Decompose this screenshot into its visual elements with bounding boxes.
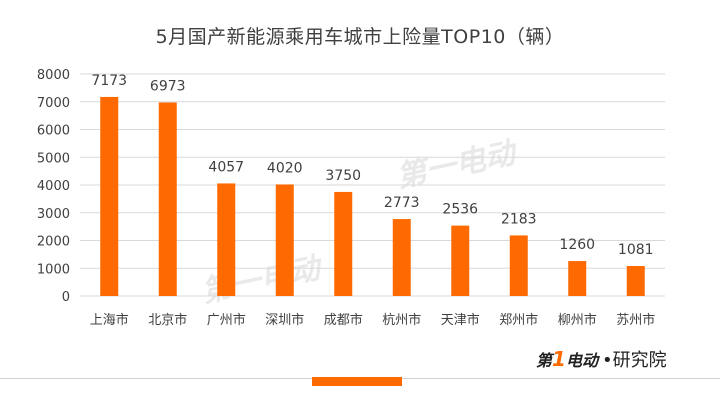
x-tick-label: 天津市 bbox=[441, 312, 480, 328]
data-label: 2183 bbox=[501, 211, 537, 227]
data-label: 4057 bbox=[208, 159, 244, 175]
data-label: 2773 bbox=[384, 195, 420, 211]
y-tick-label: 8000 bbox=[37, 68, 70, 83]
data-label: 6973 bbox=[150, 78, 186, 94]
x-tick-label: 上海市 bbox=[90, 312, 129, 328]
bar bbox=[509, 235, 528, 296]
x-tick-label: 柳州市 bbox=[558, 312, 597, 328]
y-tick-label: 2000 bbox=[37, 235, 70, 250]
data-label: 7173 bbox=[91, 73, 127, 89]
brand-logo-text: 第1电动 bbox=[536, 347, 598, 371]
y-tick-label: 7000 bbox=[37, 96, 70, 111]
bar bbox=[334, 191, 353, 296]
x-tick-label: 北京市 bbox=[148, 312, 187, 328]
x-tick-label: 成都市 bbox=[324, 312, 363, 328]
data-label: 3750 bbox=[325, 168, 361, 184]
y-tick-label: 6000 bbox=[37, 124, 70, 139]
x-tick-label: 杭州市 bbox=[382, 312, 421, 328]
data-label: 4020 bbox=[267, 160, 303, 176]
footer-accent-bar bbox=[312, 377, 402, 386]
bar bbox=[568, 261, 587, 296]
x-tick-label: 广州市 bbox=[207, 312, 246, 328]
x-tick-label: 苏州市 bbox=[616, 312, 655, 328]
bar bbox=[158, 102, 177, 296]
bar bbox=[100, 96, 119, 296]
bar bbox=[275, 184, 294, 296]
brand-suffix: •研究院 bbox=[601, 350, 667, 371]
y-tick-label: 5000 bbox=[37, 151, 70, 166]
x-tick-label: 郑州市 bbox=[499, 312, 538, 328]
bar-chart: 0 1000 2000 3000 4000 5000 6000 7000 8000 7173 上海市… bbox=[37, 68, 665, 328]
bar bbox=[626, 266, 645, 296]
y-tick-label: 4000 bbox=[37, 179, 70, 194]
bar bbox=[392, 219, 411, 296]
bar bbox=[217, 183, 236, 296]
brand-logo: 第1电动 •研究院 bbox=[536, 346, 667, 372]
y-tick-label: 1000 bbox=[37, 262, 70, 277]
chart-title: 5月国产新能源乘用车城市上险量TOP10（辆） bbox=[155, 26, 565, 48]
y-tick-label: 0 bbox=[62, 290, 70, 305]
data-label: 1260 bbox=[559, 237, 595, 253]
x-tick-label: 深圳市 bbox=[265, 312, 304, 328]
bar bbox=[451, 225, 470, 296]
data-label: 2536 bbox=[442, 202, 478, 218]
data-label: 1081 bbox=[618, 242, 654, 258]
y-tick-label: 3000 bbox=[37, 207, 70, 222]
